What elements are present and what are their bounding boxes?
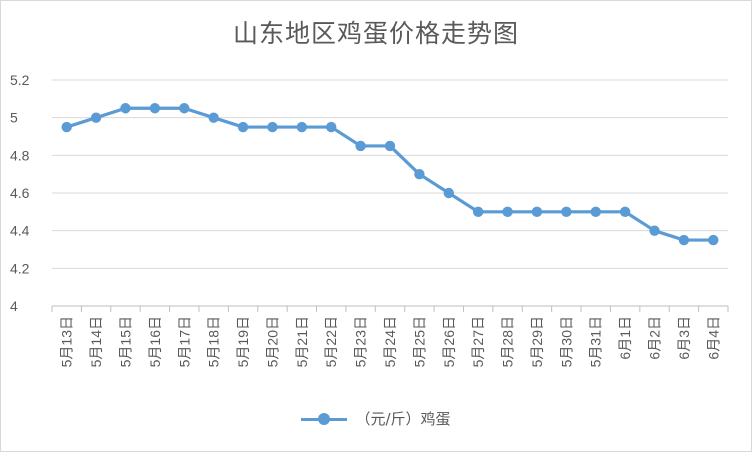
chart-title: 山东地区鸡蛋价格走势图 <box>232 19 519 48</box>
series-layer <box>61 103 719 246</box>
x-tick-label: 5月18日 <box>206 316 222 367</box>
y-tick-label: 4.8 <box>10 147 30 163</box>
legend-label: （元/斤）鸡蛋 <box>355 410 451 428</box>
y-tick-label: 4.2 <box>10 260 30 276</box>
y-tick-label: 4.4 <box>10 223 30 239</box>
data-point <box>296 121 308 133</box>
data-point <box>649 225 660 236</box>
data-point <box>61 121 72 133</box>
data-point <box>590 206 601 218</box>
data-point <box>90 112 102 123</box>
x-tick-label: 6月1日 <box>617 316 633 360</box>
y-tick-label: 5 <box>10 110 18 126</box>
legend-swatch <box>301 412 348 426</box>
data-point <box>149 103 161 114</box>
x-tick-label: 5月29日 <box>529 316 545 367</box>
data-point <box>384 140 396 152</box>
data-point <box>355 140 366 152</box>
x-tick-label: 5月24日 <box>382 316 398 367</box>
x-tick-label: 6月2日 <box>647 316 663 360</box>
x-tick-label: 5月30日 <box>558 316 574 367</box>
data-point <box>208 112 219 123</box>
x-tick-label: 5月31日 <box>588 316 604 367</box>
data-point <box>561 206 572 218</box>
x-tick-label: 5月26日 <box>441 316 457 367</box>
data-point <box>678 234 690 246</box>
x-tick-label: 5月19日 <box>235 316 251 367</box>
x-tick-label: 5月13日 <box>59 316 75 367</box>
legend: （元/斤）鸡蛋 <box>0 408 752 429</box>
x-tick-label: 6月3日 <box>676 316 692 360</box>
data-point <box>502 206 513 218</box>
data-point <box>237 121 249 133</box>
y-axis-ticks: 4 4.2 4.4 4.6 4.8 5 5.2 <box>10 72 30 314</box>
x-tick-label: 5月21日 <box>294 316 310 367</box>
gridlines <box>52 79 728 307</box>
data-point <box>120 103 131 114</box>
x-tick-label: 5月28日 <box>500 316 516 367</box>
x-tick-label: 5月25日 <box>411 316 427 367</box>
x-tick-label: 5月16日 <box>147 316 163 367</box>
data-point <box>414 168 425 180</box>
data-point <box>619 206 631 218</box>
x-axis-ticks: 5月13日 5月14日 5月15日 5月16日 5月17日 5月18日 5月19日 5月20日… <box>51 306 729 367</box>
data-point <box>326 121 337 133</box>
data-point <box>472 206 484 218</box>
x-tick-label: 5月27日 <box>470 316 486 367</box>
y-tick-label: 4.6 <box>10 185 30 201</box>
data-point <box>708 234 719 246</box>
data-point <box>267 121 278 133</box>
data-point <box>531 206 543 218</box>
y-tick-label: 5.2 <box>10 72 30 88</box>
x-tick-label: 5月22日 <box>323 316 339 367</box>
x-tick-label: 5月20日 <box>264 316 280 367</box>
x-tick-label: 5月14日 <box>88 316 104 367</box>
x-tick-label: 5月17日 <box>176 316 192 367</box>
y-tick-label: 4 <box>10 298 18 314</box>
series-line <box>65 106 715 242</box>
data-point <box>179 103 190 114</box>
data-point <box>443 187 454 199</box>
x-tick-label: 6月4日 <box>705 316 721 360</box>
x-tick-label: 5月15日 <box>117 316 133 367</box>
x-tick-label: 5月23日 <box>353 316 369 367</box>
